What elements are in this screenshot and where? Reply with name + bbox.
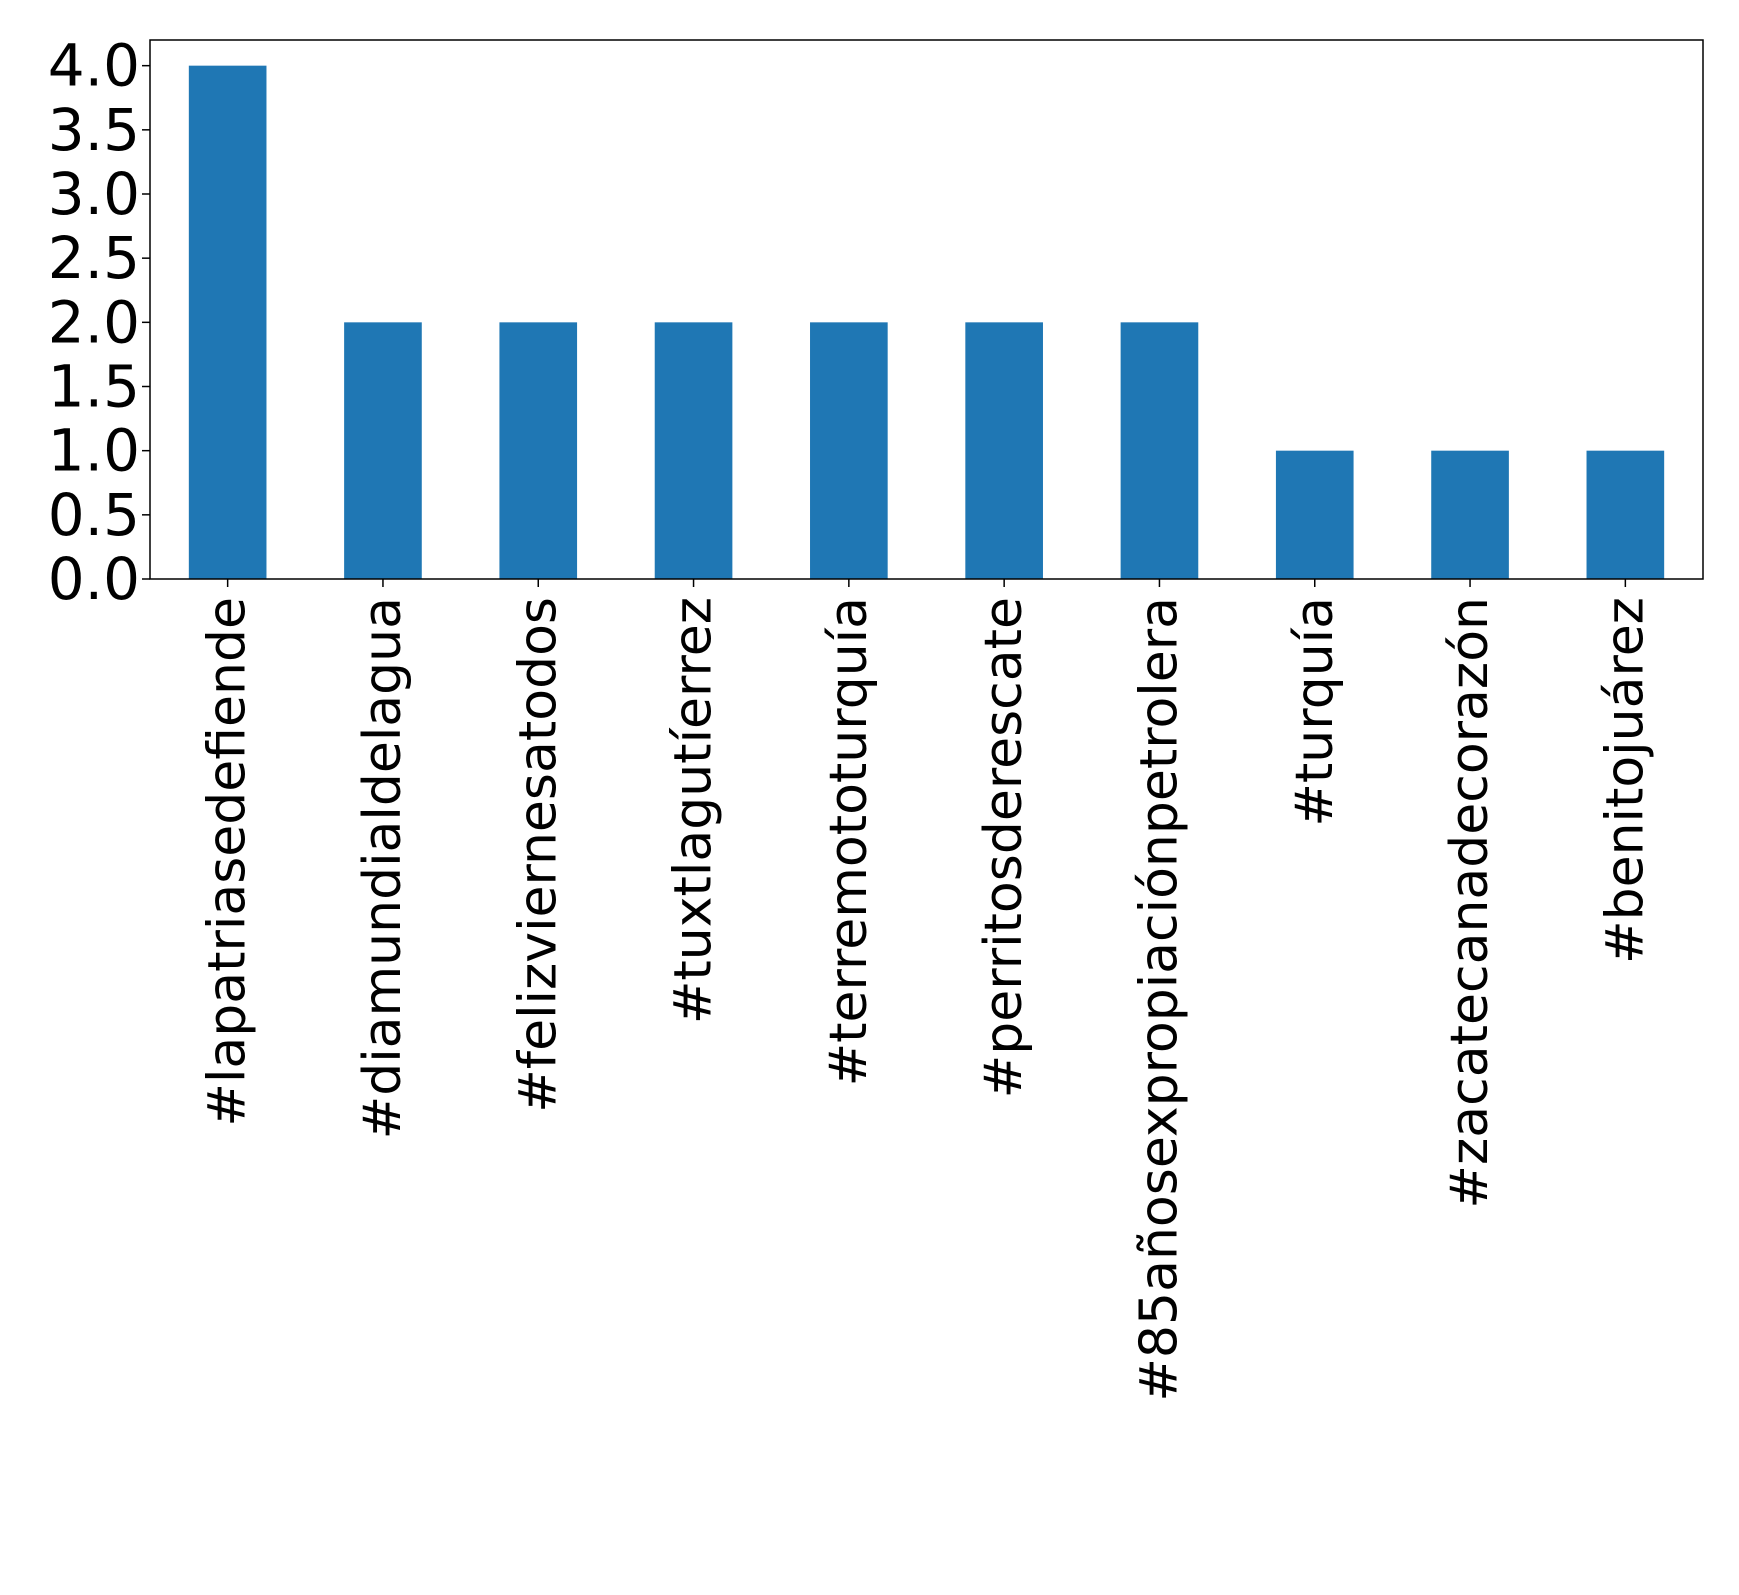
bar-7 (1275, 450, 1354, 579)
x-tick-label-4: #terremototurquía (819, 597, 879, 1086)
bar-8 (1431, 450, 1509, 579)
y-tick-label-6: 3.0 (48, 160, 140, 228)
x-tick-label-3: #tuxtlagutíerrez (664, 597, 724, 1024)
x-tick-label-0: #lapatriasedefiende (198, 597, 258, 1127)
bar-2 (499, 322, 578, 579)
y-tick-label-5: 2.5 (48, 224, 140, 292)
x-tick-label-1: #diamundialdelagua (353, 597, 413, 1139)
bar-5 (965, 322, 1043, 579)
x-axis: #lapatriasedefiende #diamundialdelagua #fe… (198, 579, 1655, 1402)
x-tick-label-9: #benitojuárez (1595, 597, 1655, 964)
y-tick-label-8: 4.0 (48, 32, 140, 100)
x-tick-label-2: #felizviernesatodos (508, 597, 568, 1113)
y-tick-label-2: 1.0 (48, 417, 140, 485)
bar-1 (344, 322, 422, 579)
bars-group (188, 65, 1665, 579)
bar-4 (810, 322, 888, 579)
y-tick-label-7: 3.5 (48, 96, 140, 164)
y-tick-label-3: 1.5 (48, 353, 140, 421)
x-tick-label-5: #perritosderescate (974, 597, 1034, 1098)
y-tick-label-0: 0.0 (48, 545, 140, 613)
x-tick-label-7: #turquía (1285, 597, 1345, 827)
y-tick-label-1: 0.5 (48, 481, 140, 549)
y-tick-label-4: 2.0 (48, 288, 140, 356)
bar-9 (1586, 450, 1665, 579)
plot-frame (149, 39, 1704, 580)
x-tick-label-8: #zacatecanadecorazón (1440, 597, 1500, 1209)
x-tick-label-6: #85añosexpropiaciónpetrolera (1129, 597, 1189, 1402)
bar-0 (188, 65, 267, 579)
y-axis: 0.00.51.01.52.02.53.03.54.0 (48, 32, 150, 613)
bar-3 (654, 322, 733, 579)
bar-6 (1120, 322, 1199, 579)
